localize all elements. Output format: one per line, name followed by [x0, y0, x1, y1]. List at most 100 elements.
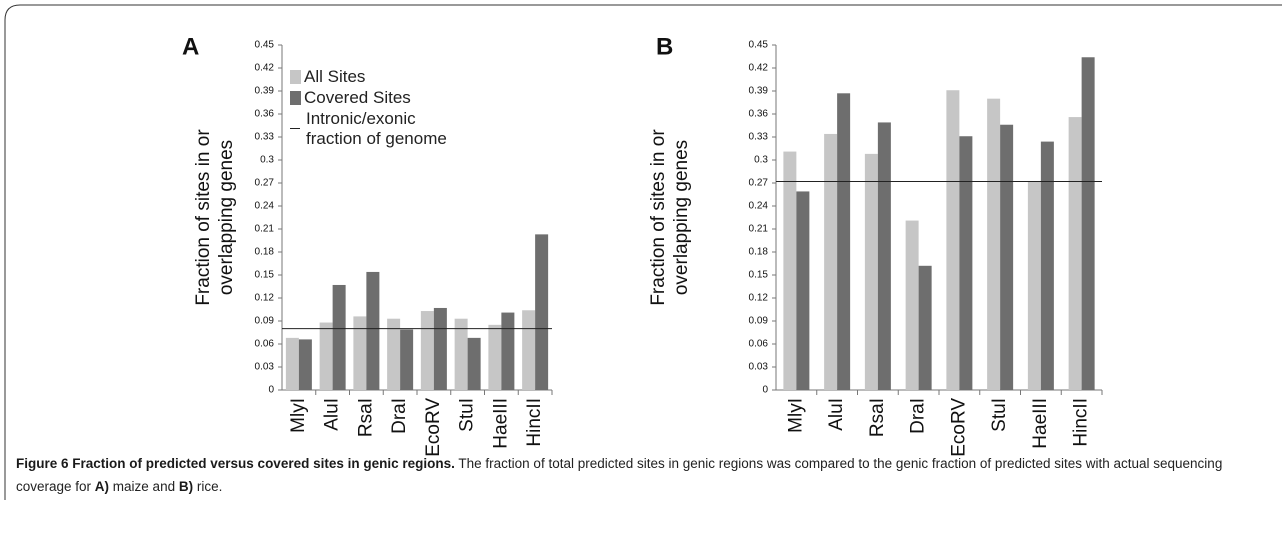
y-tick-label: 0.36 — [255, 109, 275, 120]
x-tick-label: EcoRV — [948, 398, 969, 457]
x-tick-label: StuI — [989, 398, 1010, 432]
bar — [877, 122, 891, 390]
y-tick-label: 0.39 — [749, 86, 769, 97]
x-tick-label: StuI — [457, 398, 478, 432]
bar — [332, 284, 346, 390]
y-tick-label: 0.45 — [749, 40, 769, 51]
bar — [387, 318, 401, 390]
x-tick-label: EcoRV — [423, 398, 444, 457]
legend-label: Covered Sites — [304, 88, 411, 107]
bar — [400, 329, 414, 390]
y-tick-label: 0.09 — [255, 316, 275, 327]
y-axis-label: Fraction of sites in or overlapping genes — [193, 129, 237, 306]
bar — [467, 337, 481, 390]
legend: All Sites Covered Sites Intronic/exonic fr… — [290, 67, 456, 150]
y-tick-label: 0.18 — [255, 247, 275, 258]
bar — [783, 151, 797, 390]
bar — [824, 133, 838, 390]
bar — [905, 220, 919, 390]
bar — [366, 271, 380, 390]
y-tick-label: 0.24 — [255, 201, 275, 212]
bar — [1068, 117, 1082, 391]
bar — [864, 153, 878, 390]
y-tick-label: 0.27 — [255, 178, 275, 189]
y-tick-label: 0.24 — [749, 201, 769, 212]
bar — [535, 234, 549, 390]
x-tick-label: HaeIII — [490, 398, 511, 449]
caption-text: maize and — [109, 479, 179, 494]
y-tick-label: 0.36 — [749, 109, 769, 120]
legend-item: All Sites — [290, 67, 456, 87]
caption: Figure 6 Fraction of predicted versus co… — [16, 452, 1256, 498]
caption-text: A) — [94, 479, 110, 494]
caption-text: rice. — [193, 479, 223, 494]
y-tick-label: 0.21 — [749, 224, 769, 235]
legend-label: All Sites — [304, 67, 366, 86]
y-tick-label: 0.06 — [255, 339, 275, 350]
panel-label: A — [182, 33, 199, 60]
y-tick-label: 0.12 — [255, 293, 275, 304]
bar — [918, 265, 932, 390]
y-tick-label: 0.3 — [754, 155, 768, 166]
y-axis-label-line: overlapping genes — [671, 140, 692, 295]
y-tick-label: 0.18 — [749, 247, 769, 258]
bar — [837, 93, 851, 391]
y-tick-label: 0.06 — [749, 339, 769, 350]
x-tick-label: MlyI — [288, 398, 309, 433]
bar — [501, 312, 515, 390]
y-axis-label-line: Fraction of sites in or — [648, 129, 669, 306]
y-axis-label-line: overlapping genes — [216, 140, 237, 295]
frame — [4, 4, 1282, 500]
y-tick-label: 0.39 — [255, 86, 275, 97]
caption-text: The fraction of total predicted sites in… — [16, 456, 1223, 494]
x-tick-label: MlyI — [785, 398, 806, 433]
bar — [298, 339, 312, 390]
bar — [946, 90, 960, 390]
y-tick-label: 0.03 — [749, 362, 769, 373]
caption-text: Figure 6 Fraction of predicted versus co… — [16, 456, 455, 471]
y-tick-label: 0.27 — [749, 178, 769, 189]
y-tick-label: 0 — [268, 385, 274, 396]
x-tick-label: DraI — [908, 398, 929, 434]
bar — [959, 136, 973, 390]
y-tick-label: 0.15 — [255, 270, 275, 281]
caption-text: B) — [178, 479, 194, 494]
bar — [488, 324, 502, 390]
x-tick-label: RsaI — [867, 398, 888, 437]
x-tick-label: HaeIII — [1030, 398, 1051, 449]
legend-label: Intronic/exonic fraction of genome — [306, 109, 447, 148]
bar — [353, 316, 367, 390]
y-tick-label: 0.12 — [749, 293, 769, 304]
legend-line — [290, 128, 300, 129]
x-tick-label: HincII — [524, 398, 545, 447]
legend-item: Intronic/exonic fraction of genome — [290, 109, 456, 149]
legend-item: Covered Sites — [290, 88, 456, 108]
bar — [796, 191, 810, 390]
y-tick-label: 0.45 — [255, 40, 275, 51]
bar — [433, 307, 447, 390]
legend-swatch — [290, 91, 301, 105]
bar — [454, 318, 468, 390]
bar — [1040, 141, 1054, 390]
bar — [1000, 124, 1014, 390]
y-axis-label-line: Fraction of sites in or — [193, 129, 214, 306]
bar — [285, 337, 299, 390]
x-tick-label: HincII — [1071, 398, 1092, 447]
bar — [1081, 57, 1095, 391]
y-tick-label: 0.21 — [255, 224, 275, 235]
x-tick-label: DraI — [389, 398, 410, 434]
y-tick-label: 0.42 — [749, 63, 769, 74]
bar — [522, 310, 536, 390]
y-axis-label: Fraction of sites in or overlapping genes — [648, 129, 692, 306]
x-tick-label: AluI — [826, 398, 847, 431]
bar — [987, 98, 1001, 391]
panel-label: B — [656, 33, 673, 60]
y-tick-label: 0.09 — [749, 316, 769, 327]
y-tick-label: 0.15 — [749, 270, 769, 281]
legend-swatch — [290, 70, 301, 84]
y-tick-label: 0.33 — [749, 132, 769, 143]
y-tick-label: 0 — [762, 385, 768, 396]
y-tick-label: 0.33 — [255, 132, 275, 143]
